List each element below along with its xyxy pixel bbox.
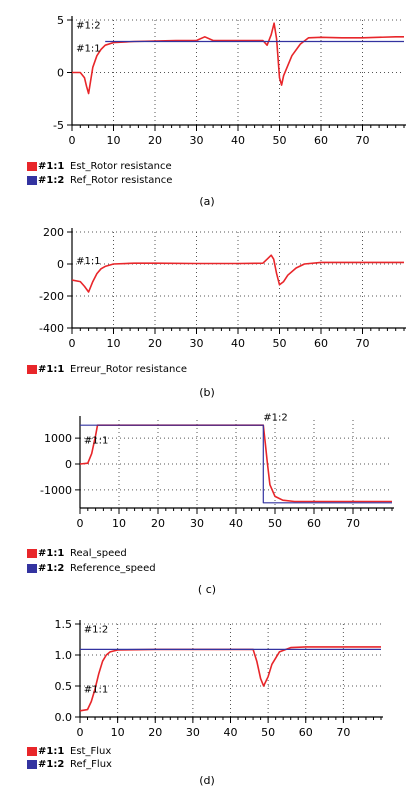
legend-label: Reference_speed: [70, 563, 156, 574]
x-tick-label: 20: [151, 517, 165, 530]
series-line: [72, 22, 404, 95]
y-tick-label: 0.5: [55, 680, 73, 693]
x-tick-label: 70: [356, 337, 370, 350]
chart-1: 0 10 20 30 40 50 60 70 -5 0 5 #1:2 #1:1 #1:1 Est_Rotor…: [27, 14, 406, 208]
x-tick-label: 10: [111, 726, 125, 739]
y-tick-label: 0: [57, 67, 64, 80]
y-tick-label: -5: [53, 119, 64, 132]
x-tick-label: 10: [112, 517, 126, 530]
series-marker-label: #1:2: [84, 625, 108, 636]
x-tick-label: 60: [314, 337, 328, 350]
legend-prefix: #1:2: [38, 563, 64, 574]
x-tick-label: 0: [77, 517, 84, 530]
legend-label: Real_speed: [70, 548, 127, 559]
x-tick-label: 10: [107, 134, 121, 147]
chart-caption: (d): [199, 774, 215, 787]
x-tick-label: 40: [231, 134, 245, 147]
series-line: [80, 424, 392, 504]
series-line: [72, 254, 404, 293]
series-marker-label: #1:2: [263, 412, 287, 423]
x-tick-label: 60: [299, 726, 313, 739]
chart-2: 0 10 20 30 40 50 60 70 -400 -200 0 200 #1:1 #1:1 Erreu…: [27, 226, 406, 399]
series-marker-label: #1:1: [84, 685, 108, 696]
legend-swatch: [27, 564, 37, 573]
legend-swatch: [27, 549, 37, 558]
legend-label: Erreur_Rotor resistance: [70, 364, 187, 375]
y-tick-label: 0: [57, 258, 64, 271]
series-marker-label: #1:1: [84, 436, 108, 447]
legend-prefix: #1:1: [38, 161, 64, 172]
x-tick-label: 70: [356, 134, 370, 147]
y-tick-label: 200: [43, 226, 64, 239]
x-tick-label: 0: [77, 726, 84, 739]
legend-swatch: [27, 162, 37, 171]
x-tick-label: 40: [229, 517, 243, 530]
y-tick-label: 5: [57, 14, 64, 27]
x-tick-label: 20: [148, 134, 162, 147]
legend-label: Est_Flux: [70, 746, 111, 757]
x-tick-label: 0: [69, 134, 76, 147]
chart-caption: (b): [199, 386, 215, 399]
y-tick-label: -1000: [40, 484, 72, 497]
y-tick-label: 0: [65, 458, 72, 471]
x-tick-label: 30: [190, 517, 204, 530]
legend-swatch: [27, 365, 37, 374]
x-tick-label: 40: [231, 337, 245, 350]
x-tick-label: 70: [346, 517, 360, 530]
x-tick-label: 10: [107, 337, 121, 350]
legend-prefix: #1:2: [38, 759, 64, 770]
y-tick-label: 1.0: [55, 649, 73, 662]
y-tick-label: 1.5: [55, 618, 73, 631]
y-tick-label: -200: [39, 290, 64, 303]
legend-swatch: [27, 176, 37, 185]
x-tick-label: 50: [273, 134, 287, 147]
legend-prefix: #1:1: [38, 746, 64, 757]
legend-prefix: #1:1: [38, 364, 64, 375]
chart-caption: ( c): [198, 583, 216, 596]
series-marker-label: #1:1: [76, 43, 100, 54]
series-marker-label: #1:1: [76, 256, 100, 267]
x-tick-label: 20: [148, 337, 162, 350]
x-tick-label: 30: [186, 726, 200, 739]
legend-prefix: #1:2: [38, 175, 64, 186]
chart-3: 0 10 20 30 40 50 60 70 -1000 0 1000 #1:1 #1:2 #1:1 Rea…: [27, 412, 394, 596]
legend-swatch: [27, 747, 37, 756]
series-marker-label: #1:2: [76, 20, 100, 31]
legend-swatch: [27, 760, 37, 769]
chart-caption: (a): [199, 195, 214, 208]
x-tick-label: 70: [336, 726, 350, 739]
x-tick-label: 60: [307, 517, 321, 530]
legend-prefix: #1:1: [38, 548, 64, 559]
chart-4: 0 10 20 30 40 50 60 70 0.0 0.5 1.0 1.5 #1:2 #1:1 #1:1 E…: [27, 618, 383, 787]
y-tick-label: 1000: [44, 432, 72, 445]
x-tick-label: 60: [314, 134, 328, 147]
x-tick-label: 30: [190, 337, 204, 350]
x-tick-label: 40: [224, 726, 238, 739]
legend-label: Ref_Flux: [70, 759, 112, 770]
x-tick-label: 50: [273, 337, 287, 350]
legend-label: Est_Rotor resistance: [70, 161, 172, 172]
y-tick-label: 0.0: [55, 711, 73, 724]
x-tick-label: 50: [268, 517, 282, 530]
y-tick-label: -400: [39, 322, 64, 335]
x-tick-label: 50: [261, 726, 275, 739]
legend-label: Ref_Rotor resistance: [70, 175, 172, 186]
x-tick-label: 0: [69, 337, 76, 350]
x-tick-label: 20: [148, 726, 162, 739]
x-tick-label: 30: [190, 134, 204, 147]
